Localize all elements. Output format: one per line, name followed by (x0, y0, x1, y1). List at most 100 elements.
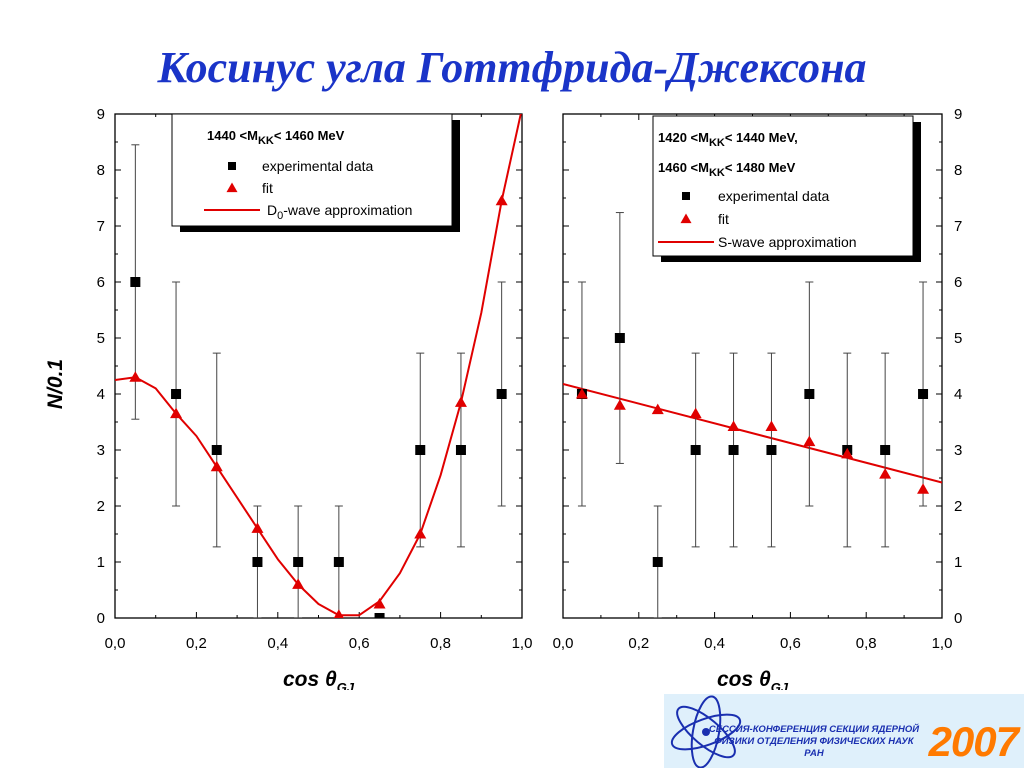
y-tick-label: 4 (97, 386, 105, 403)
y-tick-label: 5 (954, 330, 962, 347)
fit-point (613, 399, 626, 410)
fit-point (765, 420, 778, 431)
y-tick-label: 9 (954, 106, 962, 123)
y-axis-label: N/0.1 (44, 359, 67, 409)
conference-line-1: СЕССИЯ-КОНФЕРЕНЦИЯ СЕКЦИИ ЯДЕРНОЙ (708, 724, 920, 735)
fit-point (727, 420, 740, 431)
data-point (252, 557, 263, 567)
fit-point (454, 396, 467, 407)
legend-right: 1420 <MKK< 1440 MeV, 1460 <MKK< 1480 MeV e… (652, 115, 921, 262)
slide-title: Косинус угла Готтфрида-Джексона (157, 43, 867, 92)
data-point (614, 333, 625, 343)
data-point (880, 445, 891, 455)
data-point (293, 557, 304, 567)
legend-label: experimental data (718, 188, 830, 204)
legend-label: fit (718, 211, 729, 227)
y-tick-label: 0 (954, 610, 962, 627)
legend-label: S-wave approximation (718, 234, 857, 250)
data-point (918, 389, 929, 399)
legend-left: 1440 <MKK< 1460 MeV experimental data fit D… (171, 113, 460, 232)
left-panel: 0 1 2 3 4 5 6 7 8 9 0,0 0,2 0,4 0,6 0,8 1,0 cos θGJ 1440 … (97, 106, 533, 690)
x-tick-label: 0,4 (267, 635, 288, 652)
right-panel: 0 1 2 3 4 5 6 7 8 9 0,0 0,2 0,4 0,6 0,8 1,0 cos θGJ 1420 … (553, 106, 963, 690)
x-tick-label: 0,6 (780, 635, 801, 652)
legend-label: fit (262, 180, 273, 196)
x-tick-label: 1,0 (932, 635, 953, 652)
fit-point (170, 407, 183, 419)
legend-title: 1420 <MKK< 1440 MeV, (658, 130, 798, 149)
y-tick-label: 8 (97, 162, 105, 179)
data-point (455, 445, 466, 455)
fit-point (292, 578, 305, 589)
data-point (690, 445, 701, 455)
legend-box (171, 113, 453, 227)
legend-title: 1440 <MKK< 1460 MeV (207, 128, 345, 147)
fit-point (210, 460, 223, 472)
legend-box (652, 115, 914, 257)
legend-marker-square (228, 162, 236, 170)
y-tick-label: 2 (97, 498, 105, 515)
y-tick-label: 7 (97, 218, 105, 235)
plot-area (115, 114, 522, 618)
fit-point (879, 468, 892, 479)
conference-logo: СЕССИЯ-КОНФЕРЕНЦИЯ СЕКЦИИ ЯДЕРНОЙ ФИЗИКИ… (664, 694, 1024, 768)
x-tick-label: 0,2 (186, 635, 207, 652)
x-tick-label: 0,6 (349, 635, 370, 652)
y-tick-label: 8 (954, 162, 962, 179)
legend-label: experimental data (262, 158, 374, 174)
y-tick-label: 1 (97, 554, 105, 571)
chart-figure: 0 1 2 3 4 5 6 7 8 9 0,0 0,2 0,4 0,6 0,8 1,0 cos θGJ 1440 … (44, 106, 963, 690)
data-point (374, 613, 385, 618)
y-tick-label: 3 (954, 442, 962, 459)
data-point (652, 557, 663, 567)
fit-point (803, 435, 816, 447)
y-tick-label: 4 (954, 386, 962, 403)
data-point (130, 277, 141, 287)
fit-point (373, 598, 386, 609)
x-tick-label: 0,8 (430, 635, 451, 652)
x-tick-label: 1,0 (512, 635, 533, 652)
x-tick-label: 0,2 (628, 635, 649, 652)
data-point (728, 445, 739, 455)
legend-title: 1460 <MKK< 1480 MeV (658, 160, 796, 179)
y-tick-label: 1 (954, 554, 962, 571)
y-tick-label: 6 (954, 274, 962, 291)
data-point (766, 445, 777, 455)
fit-point (129, 371, 142, 382)
fit-point (841, 447, 854, 459)
data-point (496, 389, 507, 399)
fit-point (917, 483, 930, 494)
fit-point (495, 194, 508, 206)
x-tick-label: 0,0 (553, 635, 574, 652)
x-tick-label: 0,0 (105, 635, 126, 652)
legend-label: D0-wave approximation (267, 202, 412, 222)
data-point (211, 445, 222, 455)
conference-line-3: РАН (804, 748, 824, 759)
fit-point (651, 403, 664, 415)
data-point (333, 557, 344, 567)
plot-area (563, 212, 942, 618)
atom-icon (670, 695, 742, 768)
legend-marker-triangle (226, 182, 238, 193)
legend-marker-square (682, 192, 690, 200)
fit-point (333, 609, 344, 618)
y-tick-label: 2 (954, 498, 962, 515)
data-point (804, 389, 815, 399)
fit-curve (563, 382, 942, 484)
y-tick-label: 5 (97, 330, 105, 347)
conference-line-2: ФИЗИКИ ОТДЕЛЕНИЯ ФИЗИЧЕСКИХ НАУК (714, 736, 914, 747)
x-tick-label: 0,4 (704, 635, 725, 652)
data-point (415, 445, 426, 455)
conference-name: СЕССИЯ-КОНФЕРЕНЦИЯ СЕКЦИИ ЯДЕРНОЙ ФИЗИКИ… (694, 724, 934, 760)
data-point (171, 389, 182, 399)
y-tick-label: 9 (97, 106, 105, 123)
x-axis-label: cos θGJ (283, 668, 355, 690)
x-tick-label: 0,8 (856, 635, 877, 652)
conference-year: 2007 (928, 718, 1019, 765)
fit-point (575, 388, 588, 399)
fit-point (689, 407, 702, 419)
fit-point (414, 528, 427, 539)
legend-marker-triangle (680, 213, 692, 224)
fit-point (251, 522, 264, 533)
x-axis-label: cos θGJ (717, 668, 789, 690)
